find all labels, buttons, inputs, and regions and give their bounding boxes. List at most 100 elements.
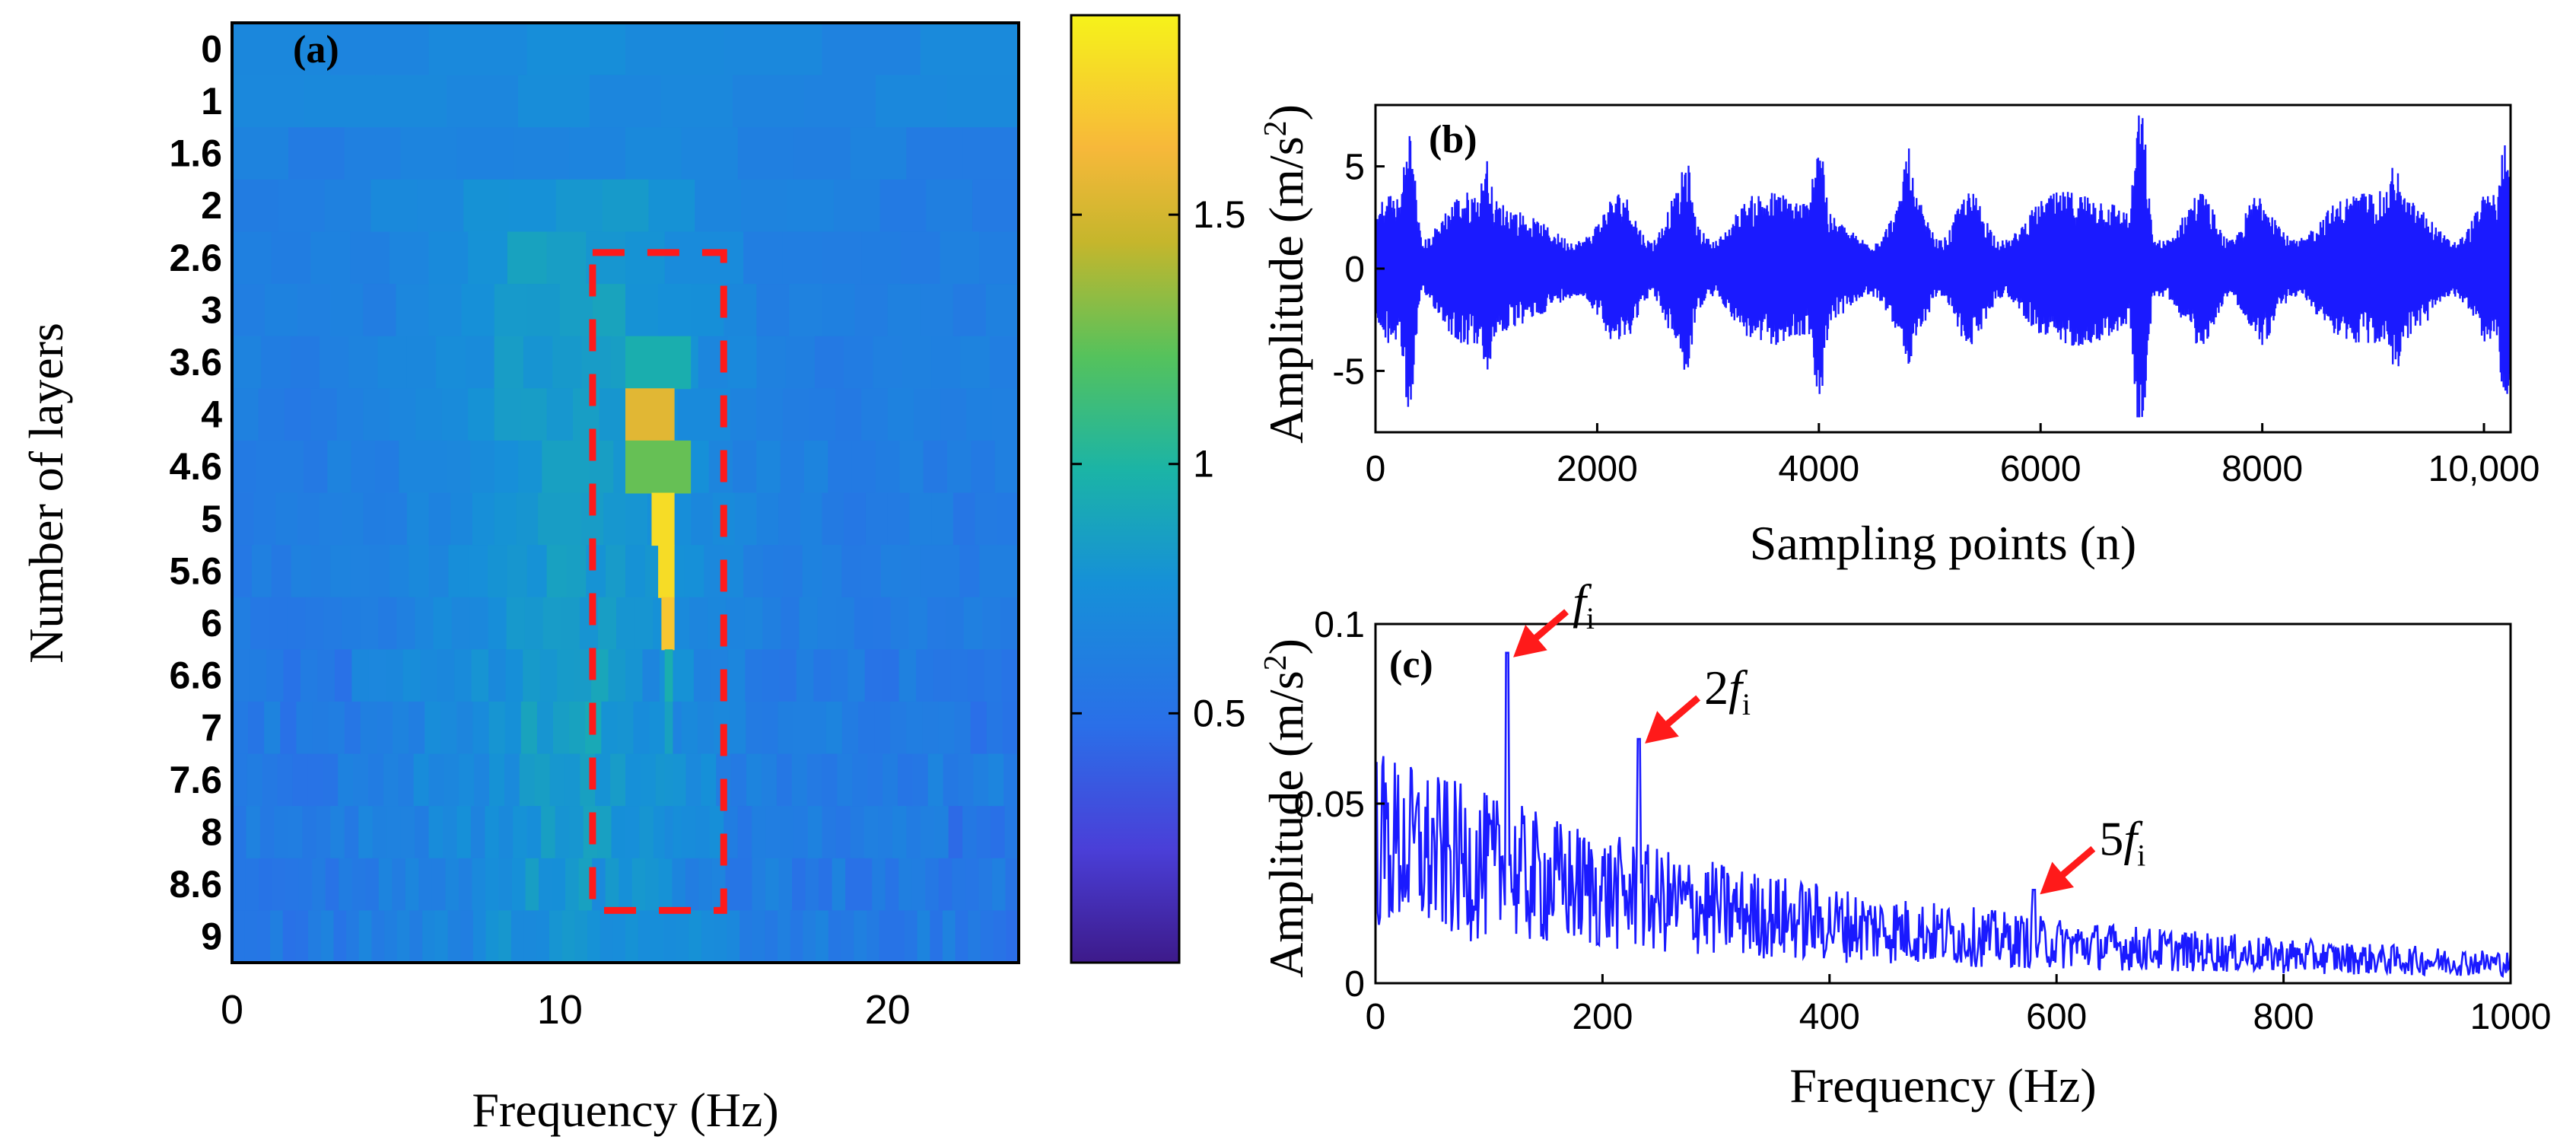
heatmap-cell — [940, 388, 968, 441]
heatmap-cell — [428, 492, 452, 546]
heatmap-cell — [787, 179, 835, 233]
heatmap-cell — [555, 179, 603, 233]
heatmap-cell — [406, 492, 430, 546]
heatmap-cell — [413, 753, 430, 807]
heatmap-cell — [559, 492, 583, 546]
heatmap-cell — [822, 231, 863, 285]
heatmap-cell — [727, 649, 746, 702]
heatmap-cell — [817, 597, 837, 651]
heatmap-cell — [677, 388, 705, 441]
y-tick-label: 9 — [201, 915, 222, 958]
y-tick-label: 6 — [201, 602, 222, 645]
spectrum-y-label: Amplitude (m/s2) — [1258, 638, 1313, 978]
heatmap-cell — [232, 492, 255, 546]
heatmap-cell — [428, 806, 444, 859]
heatmap-cell — [360, 701, 377, 755]
heatmap-cell — [319, 492, 342, 546]
y-tick-label: 5 — [201, 498, 222, 540]
y-tick-label: 6.6 — [169, 654, 222, 697]
heatmap-cell — [809, 388, 836, 441]
heatmap-cell — [534, 753, 551, 807]
heatmap-cell — [865, 492, 889, 546]
time-signal-x-ticks: 0 2000 4000 6000 8000 10,000 — [1366, 423, 2539, 489]
heatmap-cell — [546, 388, 574, 441]
heatmap-cell — [264, 701, 281, 755]
heatmap-cell — [625, 649, 644, 702]
heatmap-cell — [296, 701, 313, 755]
time-signal-y-ticks: 5 0 -5 — [1332, 148, 1385, 392]
heatmap-cell — [676, 649, 695, 702]
heatmap-cell — [389, 545, 410, 598]
heatmap-cell — [689, 910, 703, 963]
heatmap-cell — [431, 858, 447, 912]
heatmap-cell — [912, 753, 929, 807]
heatmap-cell — [997, 492, 1019, 546]
heatmap-cell — [981, 597, 1001, 651]
heatmap-cell — [334, 649, 353, 702]
heatmap-cell — [691, 492, 714, 546]
heatmap-cell — [765, 806, 781, 859]
spectrum-x-label: Frequency (Hz) — [1789, 1059, 2096, 1113]
heatmap-cell — [693, 649, 712, 702]
heatmap-cell — [789, 284, 823, 337]
heatmap-cell — [867, 753, 884, 807]
heatmap-cell — [472, 858, 486, 912]
heatmap-cell — [504, 753, 520, 807]
heatmap-cell — [762, 649, 781, 702]
heatmap-cell — [549, 910, 563, 963]
heatmap-cell — [590, 75, 662, 129]
heatmap-cell — [845, 858, 860, 912]
annotation-label: 2fi — [1704, 661, 1751, 721]
heatmap-cell — [310, 231, 351, 285]
heatmap-cell — [988, 753, 1005, 807]
heatmap-cell — [542, 597, 562, 651]
heatmap-y-ticks: 0 1 1.6 2 2.6 3 3.6 4 4.6 5 5.6 6 6.6 7 7.6 8 8.6 9 — [169, 27, 222, 957]
heatmap-cell — [633, 701, 650, 755]
heatmap-cell — [899, 440, 924, 494]
heatmap-cell — [962, 127, 1019, 180]
heatmap-cell — [232, 127, 289, 180]
heatmap-cell — [418, 858, 433, 912]
heatmap-cell — [488, 649, 507, 702]
heatmap-cell — [232, 336, 262, 390]
heatmap-cell — [488, 545, 508, 598]
x-tick-label: 0 — [221, 987, 243, 1033]
heatmap-cell — [737, 806, 753, 859]
heatmap-cell — [420, 649, 438, 702]
heatmap-cell — [333, 910, 348, 963]
heatmap-cell — [920, 284, 954, 337]
heatmap-cell — [985, 284, 1019, 337]
heatmap-cell — [989, 336, 1019, 390]
heatmap-cell — [516, 492, 539, 546]
heatmap-cell — [470, 440, 495, 494]
heatmap-cell — [566, 545, 587, 598]
heatmap-cell — [358, 806, 374, 859]
heatmap-cell — [959, 545, 981, 598]
heatmap-cell — [681, 701, 698, 755]
heatmap-cell — [920, 545, 941, 598]
heatmap-cell — [947, 75, 1019, 129]
heatmap-cell — [890, 701, 908, 755]
heatmap-cell — [887, 492, 911, 546]
y-tick-label: 0 — [1344, 250, 1365, 290]
heatmap-cell — [802, 545, 823, 598]
x-tick-label: 2000 — [1557, 449, 1638, 489]
heatmap-cell — [405, 858, 420, 912]
heatmap-cell — [858, 858, 873, 912]
heatmap-cell — [945, 597, 965, 651]
x-tick-label: 10 — [537, 987, 583, 1033]
heatmap-cell — [872, 858, 886, 912]
heatmap-cell — [336, 388, 364, 441]
heatmap-cell — [536, 701, 555, 755]
heatmap-cell — [378, 858, 393, 912]
annotation-label: fi — [1573, 575, 1595, 635]
y-tick-label: 1.6 — [169, 132, 222, 175]
heatmap-cell — [661, 597, 675, 651]
highlight-box-rect — [589, 249, 727, 914]
heatmap-cell — [962, 806, 978, 859]
heatmap-cell — [312, 858, 326, 912]
heatmap-cell — [861, 545, 883, 598]
heatmap-cell — [639, 806, 654, 859]
heatmap-cell — [398, 753, 415, 807]
heatmap-cell — [285, 858, 300, 912]
